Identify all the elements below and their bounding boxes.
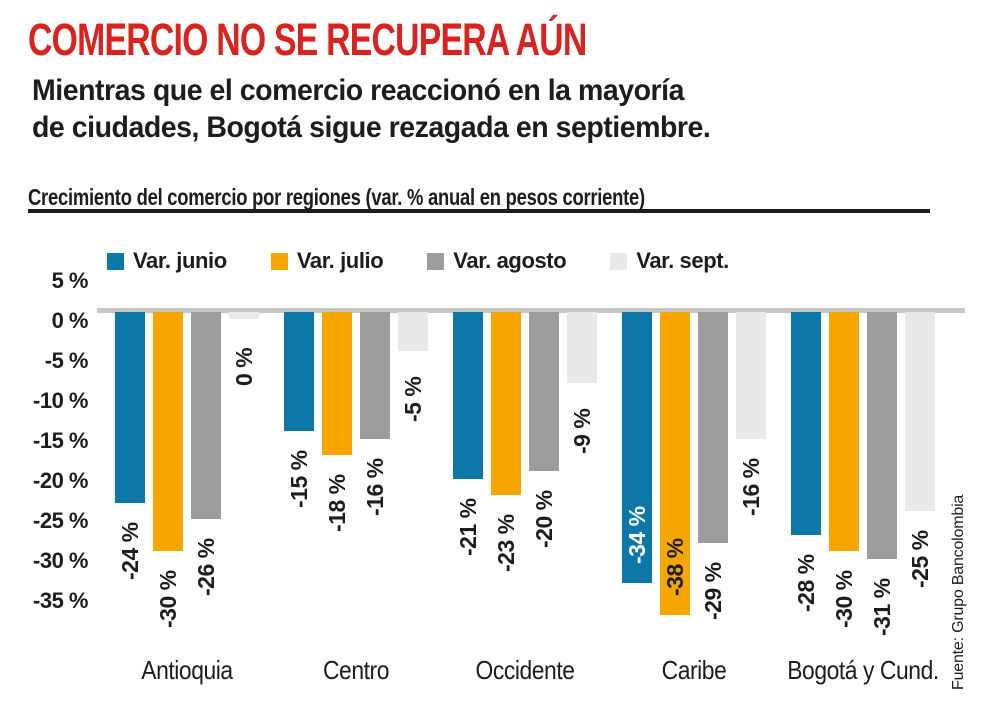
chart-title: Crecimiento del comercio por regiones (v… bbox=[28, 184, 645, 210]
y-axis-tick-label: -25 % bbox=[33, 508, 88, 533]
bar-var-agosto-3 bbox=[529, 312, 559, 471]
y-axis-tick-label: 0 % bbox=[51, 308, 89, 333]
legend-swatch bbox=[427, 252, 445, 270]
category-label: Centro bbox=[322, 655, 390, 685]
y-axis-tick-label: -10 % bbox=[33, 388, 88, 413]
y-axis-tick-label: -35 % bbox=[33, 588, 88, 613]
legend-swatch bbox=[270, 252, 288, 270]
bar-value-label: -29 % bbox=[700, 562, 726, 620]
legend-item: Var. sept. bbox=[610, 248, 729, 274]
bar-value-label: 0 % bbox=[231, 347, 257, 387]
y-axis-tick-label: -5 % bbox=[44, 348, 89, 373]
bar-value-label: -18 % bbox=[324, 474, 350, 532]
subtitle-line-2: de ciudades, Bogotá sigue rezagada en se… bbox=[32, 111, 711, 144]
bar-value-label: -16 % bbox=[738, 458, 764, 516]
category-label: Caribe bbox=[661, 655, 727, 685]
bar-var-agosto-4 bbox=[698, 312, 728, 543]
bar-var-agosto-1 bbox=[191, 312, 221, 519]
bar-var-junio-2 bbox=[284, 312, 314, 431]
legend-item: Var. julio bbox=[270, 248, 384, 274]
bar-var-sept--4 bbox=[736, 312, 766, 439]
bar-value-label: -26 % bbox=[193, 538, 219, 596]
legend-label: Var. sept. bbox=[636, 248, 729, 273]
bar-value-label: -5 % bbox=[400, 376, 426, 422]
bar-var-julio-1 bbox=[153, 312, 183, 551]
zero-axis-line bbox=[97, 308, 965, 313]
bar-var-junio-5 bbox=[791, 312, 821, 535]
legend-swatch bbox=[610, 252, 628, 270]
source-credit: Fuente: Grupo Bancolombia bbox=[950, 494, 967, 690]
section-divider-rule bbox=[28, 209, 930, 213]
bar-value-label: -25 % bbox=[907, 530, 933, 588]
page-subtitle: Mientras que el comercio reaccionó en la… bbox=[32, 72, 711, 146]
bar-var-sept--3 bbox=[567, 312, 597, 383]
bar-value-label: -16 % bbox=[362, 458, 388, 516]
category-label: Occidente bbox=[475, 655, 575, 685]
bar-value-label: -20 % bbox=[531, 490, 557, 548]
bar-var-junio-4 bbox=[622, 312, 652, 583]
bar-value-label: -30 % bbox=[831, 570, 857, 628]
legend-item: Var. junio bbox=[107, 248, 227, 274]
bar-value-label: -24 % bbox=[117, 522, 143, 580]
bar-var-sept--1 bbox=[229, 312, 259, 319]
bar-var-agosto-2 bbox=[360, 312, 390, 439]
bar-var-junio-1 bbox=[115, 312, 145, 503]
y-axis-tick-label: -15 % bbox=[33, 428, 88, 453]
bar-var-julio-3 bbox=[491, 312, 521, 495]
bar-var-agosto-5 bbox=[867, 312, 897, 559]
bar-value-label: -15 % bbox=[286, 450, 312, 508]
bar-value-label: -9 % bbox=[569, 408, 595, 454]
y-axis-tick-label: -30 % bbox=[33, 548, 88, 573]
bar-var-sept--5 bbox=[905, 312, 935, 511]
bar-value-label: -31 % bbox=[869, 578, 895, 636]
legend-label: Var. julio bbox=[296, 248, 384, 273]
bar-value-label: -30 % bbox=[155, 570, 181, 628]
bar-var-julio-5 bbox=[829, 312, 859, 551]
bar-value-label: -21 % bbox=[455, 498, 481, 556]
bar-value-label: -34 % bbox=[624, 506, 650, 564]
bar-value-label: -23 % bbox=[493, 514, 519, 572]
page-title: COMERCIO NO SE RECUPERA AÚN bbox=[28, 14, 587, 65]
bar-var-julio-4 bbox=[660, 312, 690, 615]
chart-legend: Var. junio Var. julio Var. agosto Var. sept… bbox=[107, 246, 729, 276]
subtitle-line-1: Mientras que el comercio reaccionó en la… bbox=[32, 74, 684, 107]
bar-var-sept--2 bbox=[398, 312, 428, 351]
bar-var-julio-2 bbox=[322, 312, 352, 455]
bar-var-junio-3 bbox=[453, 312, 483, 479]
legend-label: Var. agosto bbox=[453, 248, 567, 273]
legend-swatch bbox=[107, 252, 124, 270]
legend-item: Var. agosto bbox=[427, 248, 567, 274]
legend-label: Var. junio bbox=[133, 248, 227, 273]
category-label: Antioquia bbox=[141, 655, 233, 685]
y-axis-tick-label: 5 % bbox=[51, 268, 89, 293]
bar-value-label: -38 % bbox=[662, 538, 688, 596]
y-axis-tick-label: -20 % bbox=[33, 468, 88, 493]
category-label: Bogotá y Cund. bbox=[787, 655, 939, 685]
bar-value-label: -28 % bbox=[793, 554, 819, 612]
